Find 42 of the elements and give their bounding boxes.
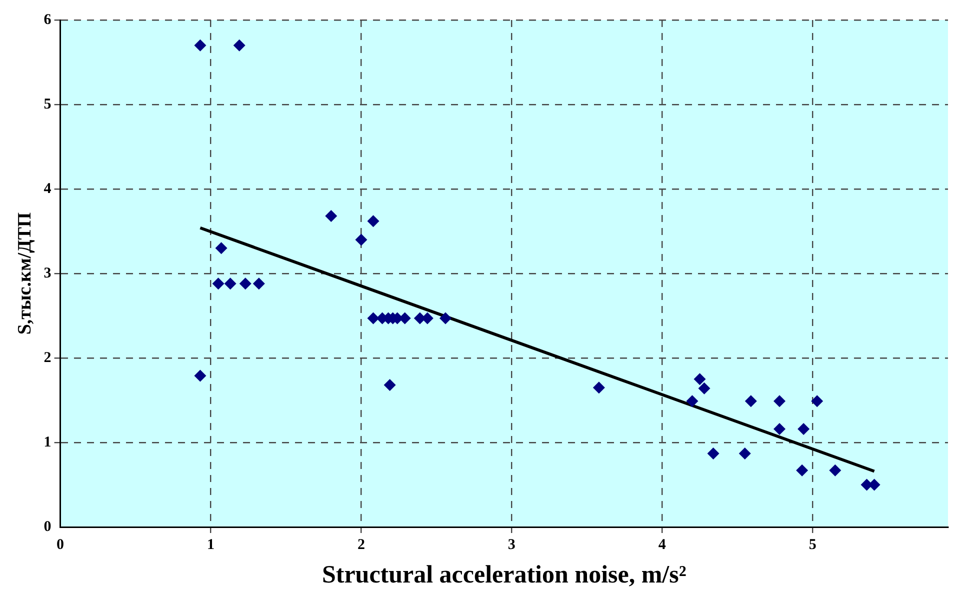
point xyxy=(233,39,246,52)
point xyxy=(239,278,252,290)
point xyxy=(592,382,605,394)
y-tick-label: 5 xyxy=(44,96,52,112)
point xyxy=(694,373,706,386)
point xyxy=(194,370,206,382)
point xyxy=(325,210,338,222)
point xyxy=(829,464,842,476)
x-tick-label: 1 xyxy=(207,536,215,553)
point xyxy=(738,447,751,460)
point xyxy=(367,215,380,228)
point xyxy=(355,234,368,246)
y-axis-title: S,тыс.км/ДТП xyxy=(14,212,36,335)
x-tick-label: 2 xyxy=(357,536,365,553)
point xyxy=(252,278,265,290)
point xyxy=(224,278,236,290)
y-tick-label: 2 xyxy=(44,350,52,366)
point xyxy=(773,422,786,435)
point xyxy=(384,379,396,392)
point xyxy=(811,395,824,408)
point xyxy=(773,395,786,408)
y-tick-label: 0 xyxy=(44,518,52,535)
x-tick-label: 4 xyxy=(658,536,666,553)
y-tick-label: 1 xyxy=(44,434,52,450)
x-axis-title: Structural acceleration noise, m/s² xyxy=(322,561,686,588)
point xyxy=(698,382,710,394)
point xyxy=(194,39,206,52)
point xyxy=(215,242,228,254)
y-tick-label: 6 xyxy=(44,12,52,28)
point xyxy=(707,447,720,460)
point xyxy=(798,422,810,435)
y-tick-label: 3 xyxy=(44,265,52,282)
point xyxy=(796,464,808,476)
point xyxy=(744,395,757,408)
point xyxy=(686,395,698,408)
x-tick-label: 3 xyxy=(508,536,516,553)
x-tick-label: 0 xyxy=(56,536,64,553)
x-tick-label: 5 xyxy=(808,536,816,553)
point xyxy=(367,312,380,324)
y-tick-label: 4 xyxy=(44,180,52,197)
point xyxy=(439,312,452,324)
point xyxy=(212,278,224,290)
